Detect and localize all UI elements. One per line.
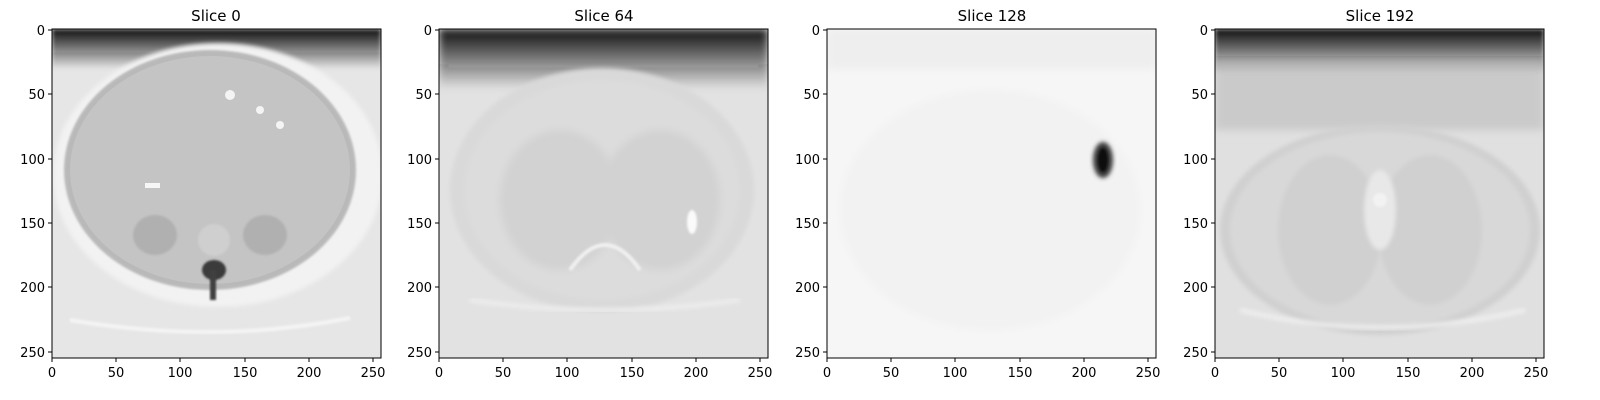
x-tick-label: 100 <box>555 366 580 381</box>
y-tick-label: 50 <box>415 88 432 103</box>
y-tick-label: 250 <box>795 346 820 361</box>
x-tick-label: 200 <box>1460 366 1485 381</box>
y-tick-label: 200 <box>795 281 820 296</box>
x-tick-label: 200 <box>1072 366 1097 381</box>
y-tick-label: 250 <box>407 346 432 361</box>
y-axis-ticks: 0 50 100 150 200 250 <box>20 24 52 361</box>
x-axis-ticks: 0 50 100 150 200 250 <box>435 358 773 381</box>
y-tick-label: 250 <box>20 346 45 361</box>
y-tick-label: 0 <box>1200 24 1208 39</box>
x-tick-label: 50 <box>108 366 125 381</box>
panel-title: Slice 128 <box>958 7 1027 25</box>
ct-image <box>827 29 1156 358</box>
y-tick-label: 50 <box>1191 88 1208 103</box>
y-tick-label: 100 <box>795 153 820 168</box>
x-axis-ticks: 0 50 100 150 200 250 <box>1211 358 1549 381</box>
y-axis-ticks: 0 50 100 150 200 250 <box>795 24 827 361</box>
x-tick-label: 150 <box>1396 366 1421 381</box>
y-tick-label: 200 <box>20 281 45 296</box>
panel-title: Slice 0 <box>191 7 241 25</box>
x-tick-label: 100 <box>1331 366 1356 381</box>
ct-image <box>439 29 768 358</box>
y-tick-label: 0 <box>424 24 432 39</box>
x-tick-label: 50 <box>883 366 900 381</box>
panel-title: Slice 192 <box>1346 7 1415 25</box>
x-tick-label: 100 <box>168 366 193 381</box>
panel-slice-192: Slice 192 0 50 100 150 200 250 <box>1183 7 1548 381</box>
y-tick-label: 150 <box>1183 217 1208 232</box>
x-tick-label: 150 <box>620 366 645 381</box>
y-tick-label: 150 <box>407 217 432 232</box>
y-axis-ticks: 0 50 100 150 200 250 <box>407 24 439 361</box>
y-tick-label: 200 <box>1183 281 1208 296</box>
ct-image <box>1215 29 1544 358</box>
x-tick-label: 0 <box>435 366 443 381</box>
x-axis-ticks: 0 50 100 150 200 250 <box>823 358 1161 381</box>
y-tick-label: 150 <box>795 217 820 232</box>
panel-title: Slice 64 <box>574 7 633 25</box>
panel-slice-0: Slice 0 0 50 100 150 200 <box>20 7 385 381</box>
y-axis-ticks: 0 50 100 150 200 250 <box>1183 24 1215 361</box>
y-tick-label: 250 <box>1183 346 1208 361</box>
panel-slice-64: Slice 64 0 50 100 150 200 250 <box>407 7 772 381</box>
y-tick-label: 100 <box>407 153 432 168</box>
x-tick-label: 150 <box>233 366 258 381</box>
y-tick-label: 0 <box>812 24 820 39</box>
x-tick-label: 0 <box>48 366 56 381</box>
x-tick-label: 250 <box>1524 366 1549 381</box>
y-tick-label: 150 <box>20 217 45 232</box>
x-tick-label: 200 <box>297 366 322 381</box>
y-tick-label: 0 <box>37 24 45 39</box>
x-tick-label: 200 <box>684 366 709 381</box>
x-tick-label: 250 <box>1136 366 1161 381</box>
x-tick-label: 0 <box>823 366 831 381</box>
x-tick-label: 50 <box>495 366 512 381</box>
x-tick-label: 0 <box>1211 366 1219 381</box>
y-tick-label: 50 <box>28 88 45 103</box>
y-tick-label: 100 <box>1183 153 1208 168</box>
panel-slice-128: Slice 128 0 50 100 150 200 250 0 50 100 <box>795 7 1160 381</box>
x-tick-label: 100 <box>943 366 968 381</box>
y-tick-label: 100 <box>20 153 45 168</box>
x-tick-label: 250 <box>361 366 386 381</box>
ct-image <box>52 29 381 358</box>
y-tick-label: 200 <box>407 281 432 296</box>
x-axis-ticks: 0 50 100 150 200 250 <box>48 358 386 381</box>
x-tick-label: 250 <box>748 366 773 381</box>
x-tick-label: 50 <box>1271 366 1288 381</box>
y-tick-label: 50 <box>803 88 820 103</box>
x-tick-label: 150 <box>1008 366 1033 381</box>
